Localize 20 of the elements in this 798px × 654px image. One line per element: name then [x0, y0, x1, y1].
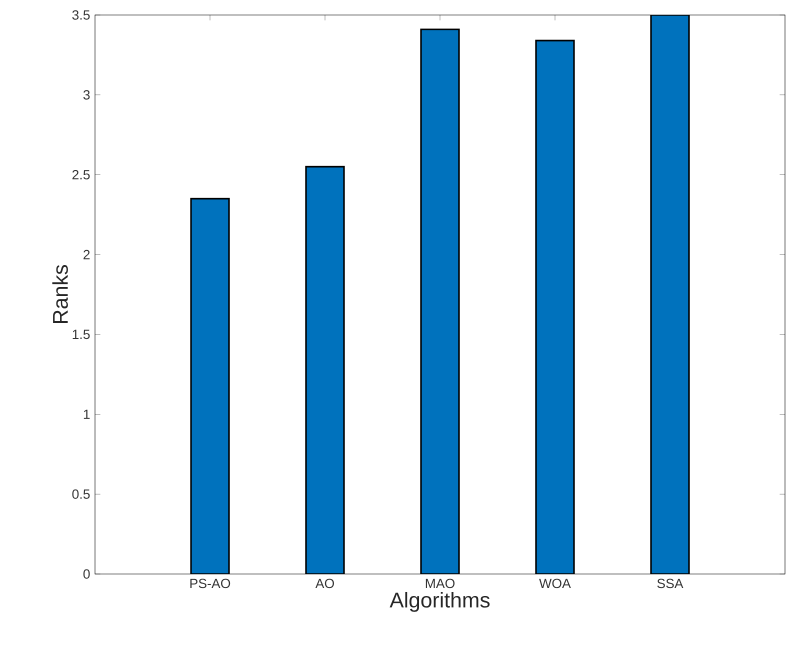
- y-tick-label: 0.5: [72, 489, 90, 499]
- x-tick-label: AO: [315, 578, 334, 588]
- y-tick-label: 1: [84, 410, 90, 419]
- x-axis-title: Algorithms: [390, 592, 490, 612]
- y-tick-label: 3: [83, 90, 90, 100]
- x-tick-label: SSA: [657, 578, 684, 588]
- y-tick-label: 1.5: [72, 330, 90, 340]
- x-tick-label: MAO: [426, 578, 455, 588]
- x-tick-label: PS-AO: [190, 578, 230, 588]
- bar: [535, 40, 575, 574]
- y-tick-label: 0: [83, 569, 90, 579]
- y-tick-label: 2.5: [72, 170, 90, 180]
- y-axis-title: Ranks: [52, 265, 68, 323]
- bar: [190, 198, 230, 574]
- y-tick-label: 2: [84, 250, 90, 260]
- bar: [305, 166, 345, 574]
- y-tick-label: 3.5: [72, 10, 90, 20]
- bar: [650, 15, 690, 574]
- bar: [420, 28, 460, 574]
- x-tick-label: WOA: [539, 578, 571, 588]
